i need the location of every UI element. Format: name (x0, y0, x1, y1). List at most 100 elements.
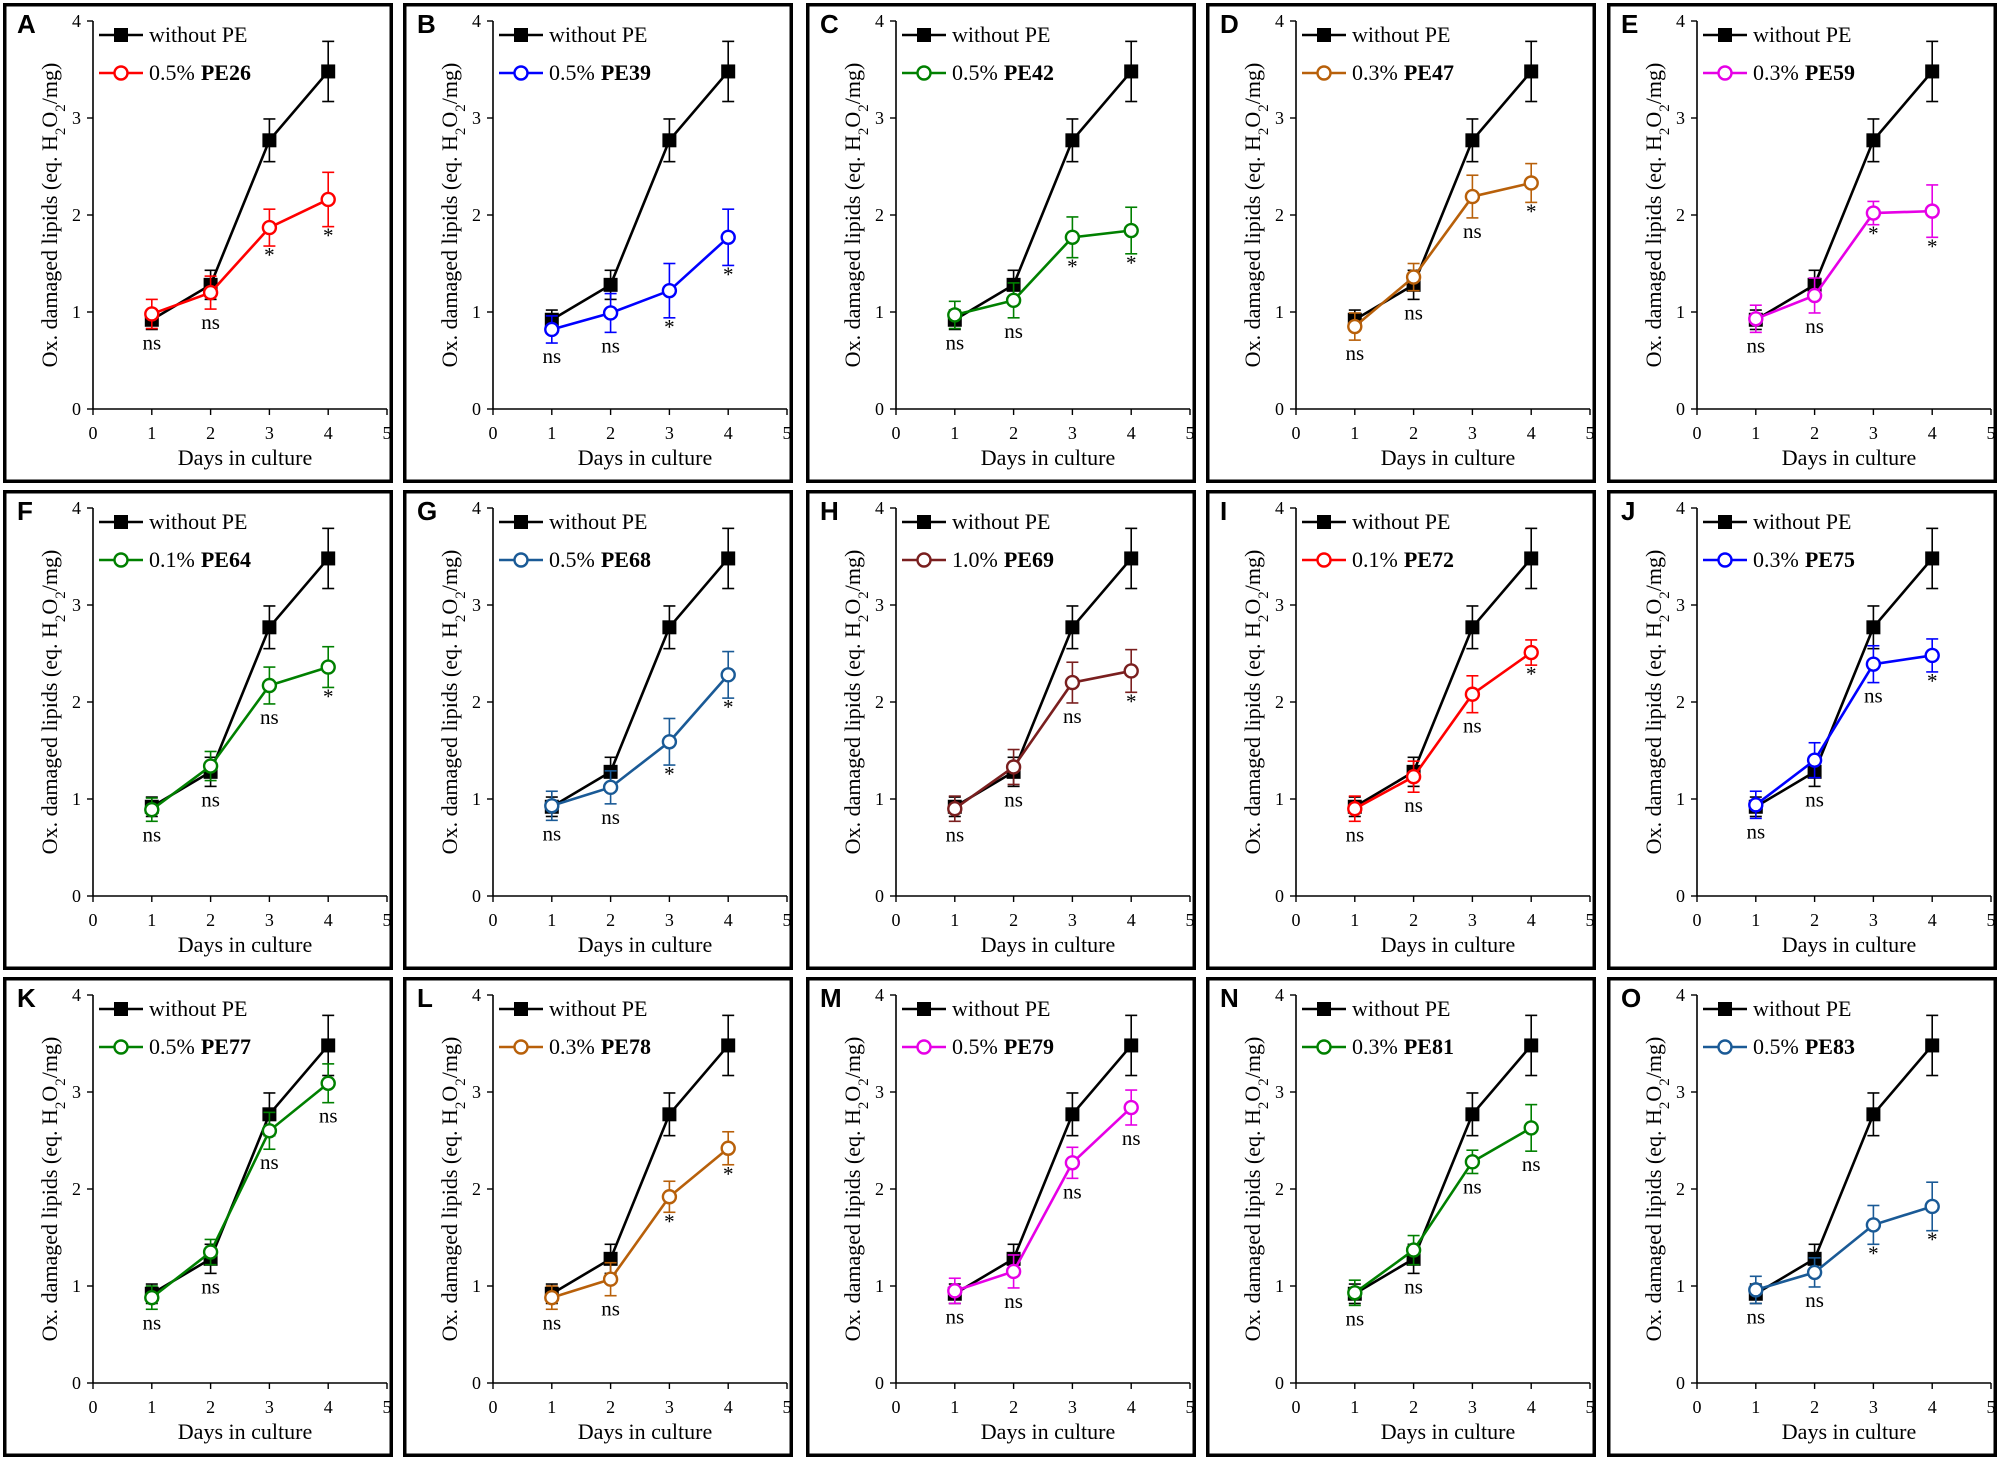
y-title-text: /mg) (1240, 1037, 1265, 1079)
legend-extract: PE26 (201, 60, 251, 85)
y-title-subscript: 2 (453, 1078, 469, 1086)
y-tick-label: 4 (472, 985, 481, 1005)
legend-label-treatment: 0.3% PE47 (1352, 60, 1454, 85)
legend-marker (113, 552, 129, 568)
significance-label: ns (1463, 714, 1482, 738)
data-point (1405, 768, 1422, 785)
x-axis-title: Days in culture (981, 932, 1115, 957)
legend-marker (114, 1002, 128, 1016)
x-tick-label: 3 (265, 423, 274, 443)
y-tick-label: 3 (472, 595, 481, 615)
legend: without PE 0.3% PE47 (1302, 22, 1454, 85)
panel-letter: O (1621, 983, 1641, 1013)
y-title-text: /mg) (437, 550, 462, 592)
legend-marker (1718, 515, 1732, 529)
legend-label-treatment: 0.1% PE64 (149, 547, 251, 572)
y-tick-label: 2 (72, 692, 81, 712)
legend: without PE 0.1% PE64 (99, 509, 251, 572)
y-tick-label: 1 (1275, 789, 1284, 809)
y-tick-label: 2 (472, 205, 481, 225)
x-tick-label: 1 (147, 423, 156, 443)
y-title-subscript: 2 (856, 128, 872, 136)
legend-marker (917, 28, 931, 42)
panel-letter: I (1220, 496, 1227, 526)
data-point (544, 798, 560, 814)
legend-concentration: 0.5% (952, 60, 998, 85)
x-tick-label: 2 (1009, 423, 1018, 443)
y-tick-label: 2 (1275, 205, 1284, 225)
x-axis-title: Days in culture (1782, 1419, 1916, 1444)
significance-label: * (1868, 222, 1879, 246)
x-tick-label: 0 (89, 1397, 98, 1417)
data-point (602, 305, 619, 321)
y-title-text: O (1240, 599, 1265, 615)
x-tick-label: 5 (1586, 423, 1595, 443)
data-point (1806, 752, 1823, 768)
legend: without PE 0.5% PE79 (902, 996, 1054, 1059)
legend-label-without-pe: without PE (149, 509, 247, 534)
legend: without PE 0.3% PE81 (1302, 996, 1454, 1059)
data-point (1405, 269, 1422, 285)
significance-label: ns (260, 705, 279, 729)
series-line (1354, 651, 1532, 810)
data-point (662, 133, 677, 148)
legend: without PE 0.1% PE72 (1302, 509, 1454, 572)
y-axis-title: Ox. damaged lipids (eq. H2O2/mg) (1240, 63, 1272, 368)
y-tick-label: 3 (472, 108, 481, 128)
data-point (1524, 1038, 1539, 1053)
y-tick-label: 1 (875, 302, 884, 322)
y-tick-label: 0 (1275, 886, 1284, 906)
data-point (144, 1289, 160, 1306)
significance-label: ns (945, 822, 964, 846)
x-tick-label: 4 (1527, 423, 1536, 443)
y-title-text: Ox. damaged lipids (eq. H (840, 135, 865, 367)
y-tick-label: 0 (1275, 399, 1284, 419)
x-tick-label: 2 (1810, 1397, 1819, 1417)
panel-letter: M (820, 983, 842, 1013)
data-point (321, 551, 336, 566)
significance-label: * (323, 684, 334, 708)
x-tick-label: 4 (1127, 1397, 1136, 1417)
x-tick-label: 2 (1409, 1397, 1418, 1417)
y-axis-title: Ox. damaged lipids (eq. H2O2/mg) (1641, 1037, 1673, 1342)
y-tick-label: 4 (72, 985, 81, 1005)
data-point (947, 307, 963, 323)
panel-frame (3, 3, 393, 483)
y-tick-label: 1 (472, 1276, 481, 1296)
y-tick-label: 3 (1275, 108, 1284, 128)
y-title-text: O (1641, 112, 1666, 128)
y-tick-label: 0 (72, 399, 81, 419)
y-tick-label: 0 (1676, 886, 1685, 906)
x-tick-label: 2 (606, 423, 615, 443)
legend: without PE 0.5% PE39 (499, 22, 651, 85)
data-point (1347, 1285, 1363, 1301)
y-tick-label: 2 (72, 1179, 81, 1199)
data-point (721, 551, 736, 566)
significance-label: * (264, 243, 275, 267)
legend-marker (114, 515, 128, 529)
legend-label-without-pe: without PE (1753, 22, 1851, 47)
x-tick-label: 2 (206, 423, 215, 443)
significance-label: ns (1463, 1174, 1482, 1198)
x-tick-label: 0 (89, 423, 98, 443)
legend-marker (1717, 1039, 1733, 1055)
legend: without PE 0.5% PE42 (902, 22, 1054, 85)
y-title-text: O (37, 112, 62, 128)
data-point (1123, 1099, 1139, 1116)
data-point (1464, 686, 1481, 702)
series-line (1354, 1044, 1533, 1295)
y-tick-label: 4 (472, 498, 481, 518)
y-tick-label: 2 (875, 1179, 884, 1199)
data-point (1065, 620, 1080, 635)
legend-label-treatment: 0.5% PE83 (1753, 1034, 1855, 1059)
x-tick-label: 4 (324, 910, 333, 930)
legend-label-without-pe: without PE (1352, 509, 1450, 534)
series-treatment (144, 171, 336, 330)
data-point (1124, 1038, 1139, 1053)
series-treatment (1347, 639, 1539, 823)
data-point (1123, 222, 1139, 239)
panel-frame (3, 977, 393, 1457)
y-tick-label: 0 (72, 1373, 81, 1393)
x-axis-title: Days in culture (178, 932, 312, 957)
